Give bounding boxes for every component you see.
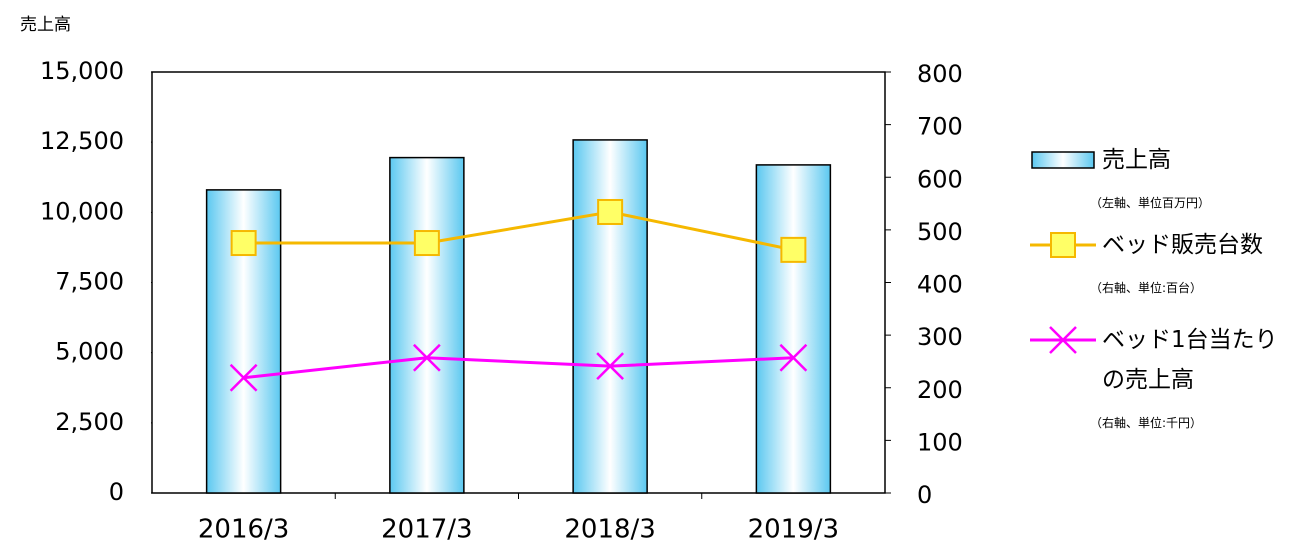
y2-tick-label: 500: [917, 218, 963, 246]
y-tick-label: 15,000: [40, 57, 124, 85]
y-tick-label: 12,500: [40, 127, 124, 155]
y2-tick-label: 0: [917, 481, 932, 509]
bar: [572, 139, 648, 494]
legend-swatch: [1031, 151, 1095, 169]
legend-note: （右軸、単位:百台）: [1090, 281, 1203, 295]
y2-tick-label: 800: [917, 60, 963, 88]
line: [243, 210, 794, 252]
legend-label: ベッド販売台数: [1102, 232, 1263, 258]
line-marker: [1049, 326, 1077, 354]
legend-label: ベッド1台当たり の売上高: [1102, 327, 1278, 393]
y2-tick-label: 600: [917, 165, 963, 193]
line-marker: [413, 230, 440, 257]
y2-tick-label: 100: [917, 428, 963, 456]
line: [243, 356, 794, 380]
y2-tick-label: 400: [917, 271, 963, 299]
line-marker: [779, 343, 808, 372]
y2-tick-label: 700: [917, 113, 963, 141]
x-tick-label: 2019/3: [748, 515, 839, 545]
x-tick-label: 2017/3: [381, 515, 472, 545]
y-tick-label: 0: [109, 478, 124, 506]
y-tick-label: 7,500: [55, 268, 124, 296]
x-tick-label: 2016/3: [198, 515, 289, 545]
line-marker: [229, 363, 258, 392]
bar: [755, 164, 832, 494]
y2-tick-label: 200: [917, 376, 963, 404]
y-tick-label: 5,000: [55, 338, 124, 366]
bar: [389, 156, 465, 494]
y-tick-label: 10,000: [40, 197, 124, 225]
y2-tick-label: 300: [917, 323, 963, 351]
line-marker: [597, 198, 624, 225]
y-axis-title: 売上高: [20, 15, 71, 35]
x-tick-label: 2018/3: [564, 515, 655, 545]
y-tick-label: 2,500: [55, 408, 124, 436]
line-marker: [596, 352, 625, 381]
line-marker: [780, 236, 807, 263]
legend-note: （右軸、単位:千円）: [1090, 416, 1203, 430]
legend-note: （左軸、単位百万円）: [1090, 196, 1211, 210]
line-marker: [1050, 232, 1076, 258]
line-marker: [230, 230, 257, 257]
legend-label: 売上高: [1102, 147, 1171, 173]
line-marker: [412, 343, 441, 372]
